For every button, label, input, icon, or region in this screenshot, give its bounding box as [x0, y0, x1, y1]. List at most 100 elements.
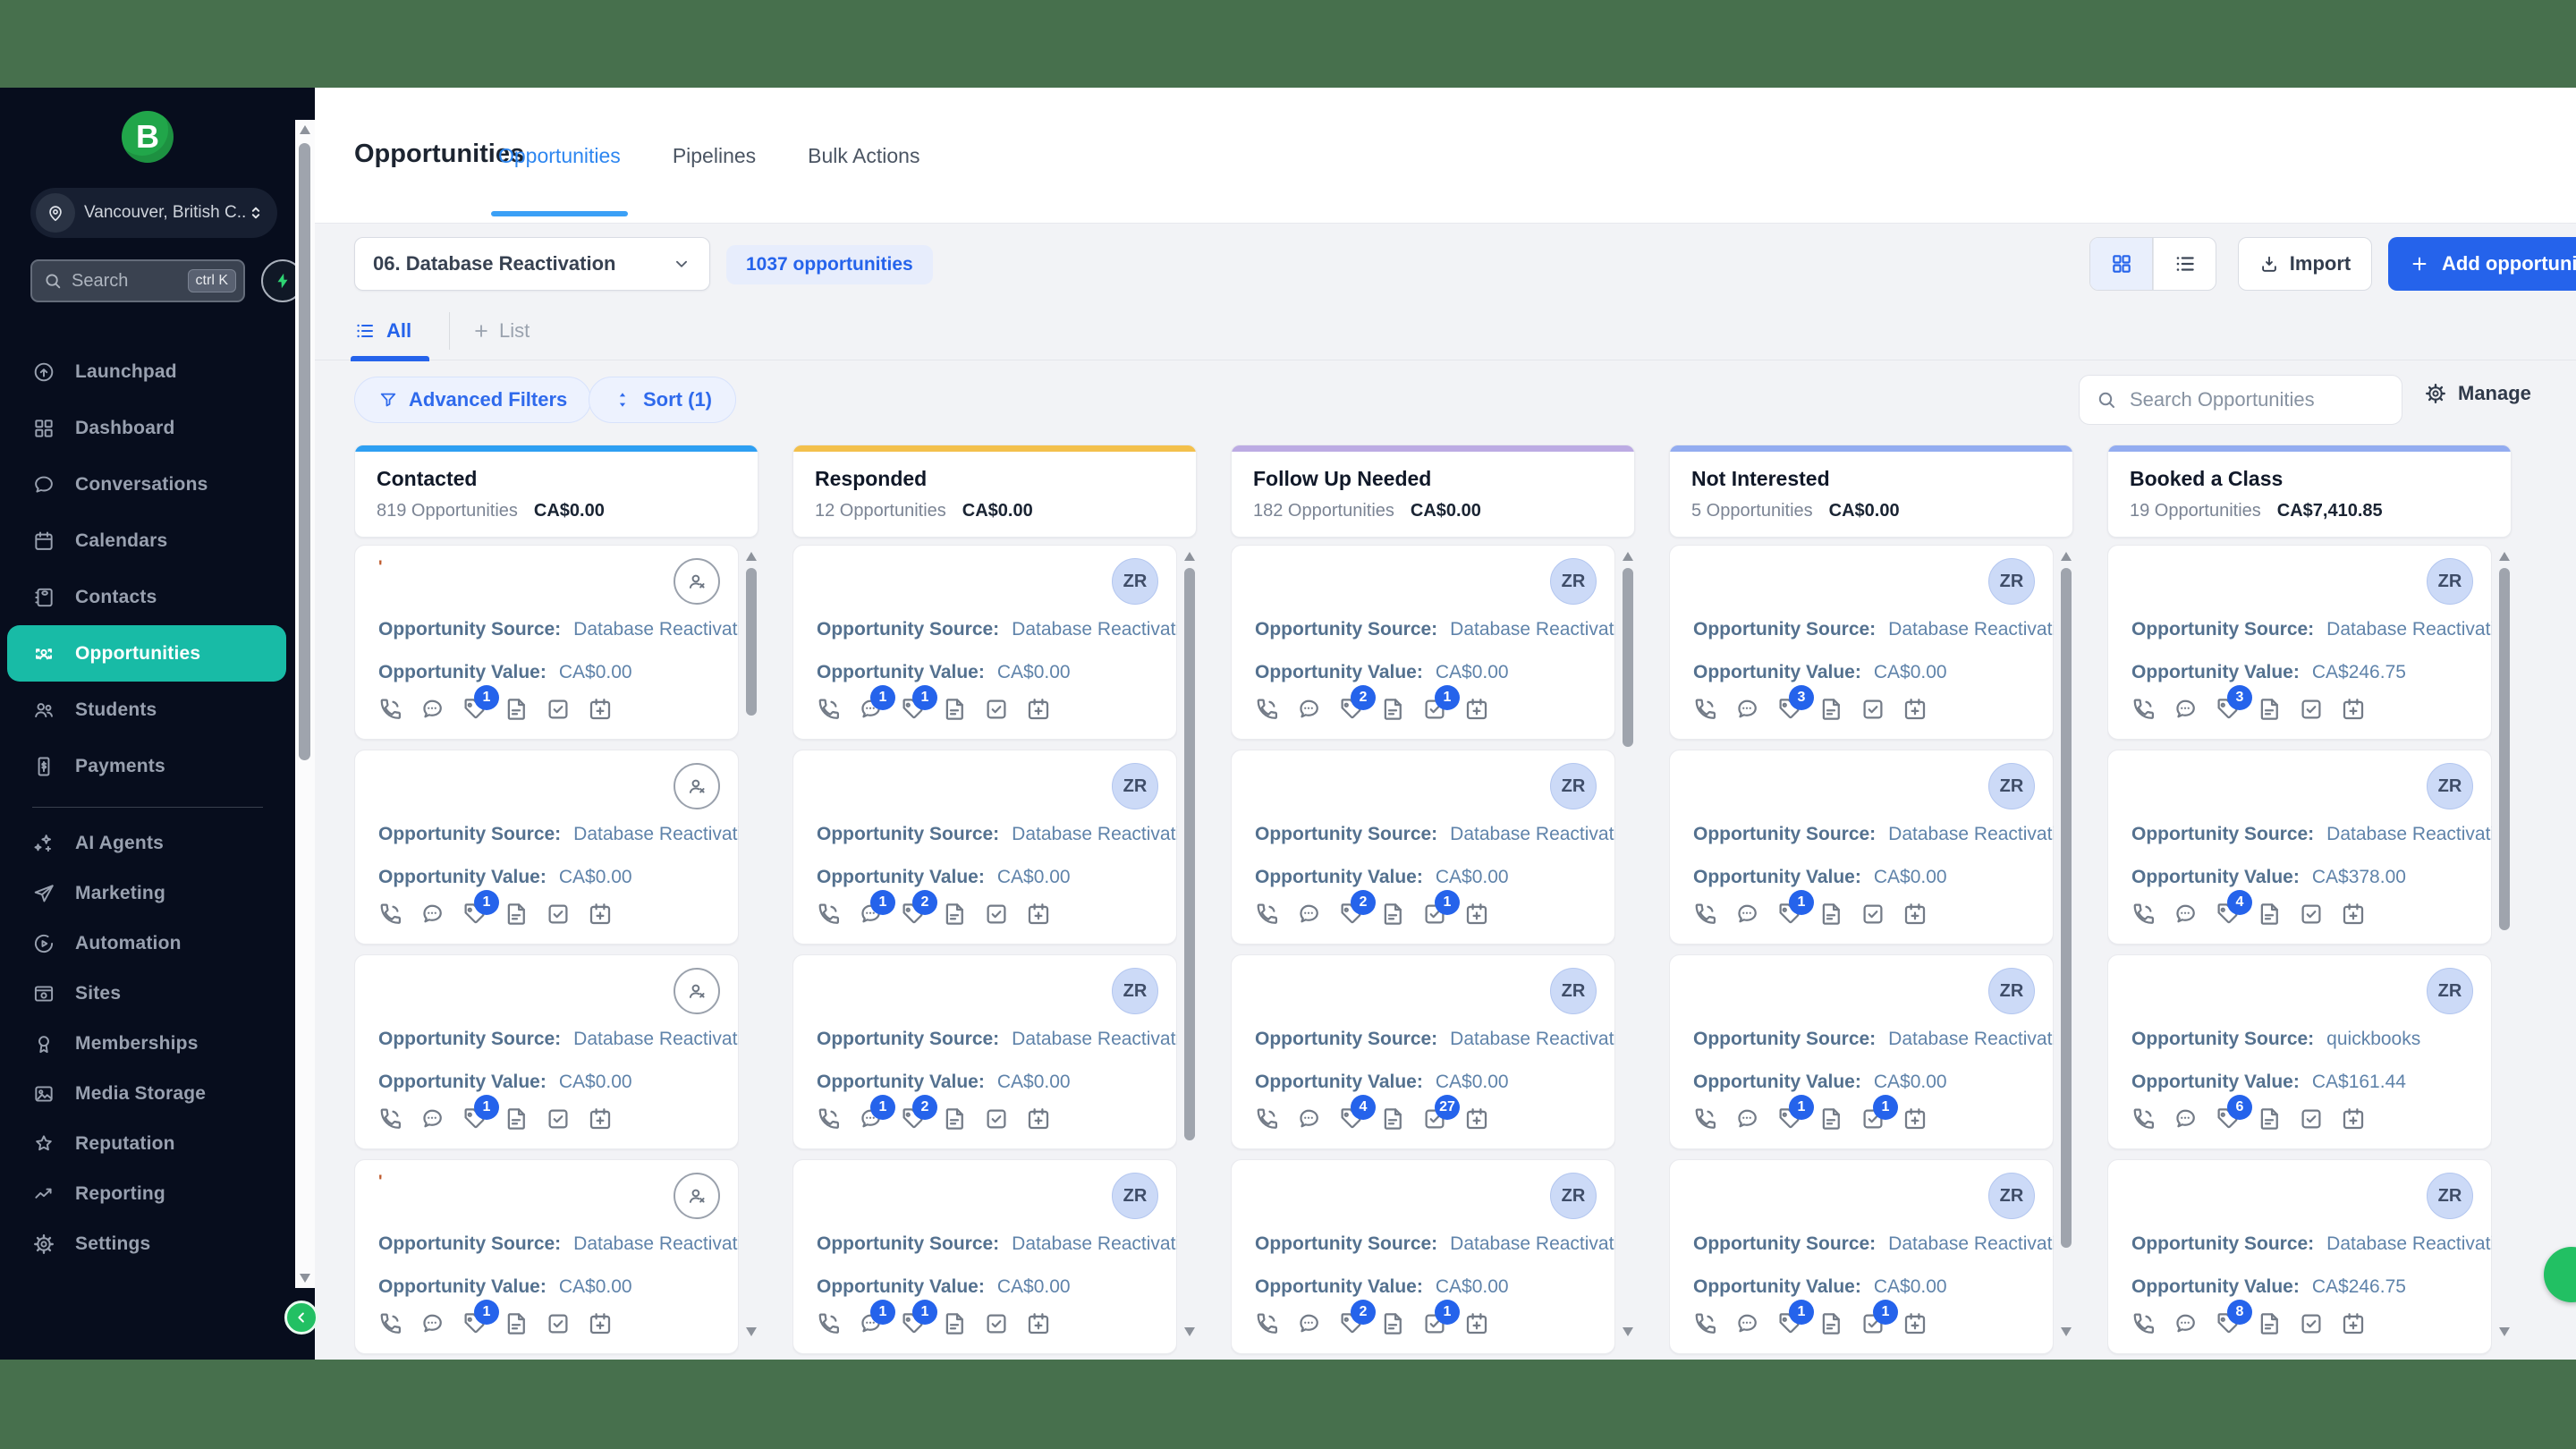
task-icon[interactable]: [1860, 901, 1886, 928]
phone-icon[interactable]: [815, 1106, 842, 1132]
phone-icon[interactable]: [815, 1310, 842, 1337]
scroll-up-icon[interactable]: [744, 550, 758, 563]
phone-icon[interactable]: [1691, 1310, 1718, 1337]
opportunity-card[interactable]: ZR Opportunity Source: Database Reactiva…: [792, 545, 1177, 740]
calendar-plus-icon[interactable]: [1025, 1106, 1052, 1132]
sidebar-item-marketing[interactable]: Marketing: [0, 869, 295, 919]
chat-icon[interactable]: 1: [857, 685, 895, 723]
opportunity-card[interactable]: ZR Opportunity Source: Database Reactiva…: [1669, 954, 2054, 1149]
note-icon[interactable]: [941, 1310, 968, 1337]
note-icon[interactable]: [503, 1310, 530, 1337]
note-icon[interactable]: [503, 901, 530, 928]
phone-icon[interactable]: [1253, 1106, 1280, 1132]
calendar-plus-icon[interactable]: [587, 901, 614, 928]
task-icon[interactable]: 27: [1421, 1095, 1460, 1132]
phone-icon[interactable]: [377, 696, 403, 723]
tab-all[interactable]: All: [350, 301, 430, 361]
chat-icon[interactable]: [1733, 901, 1760, 928]
opportunity-search[interactable]: [2079, 375, 2402, 425]
calendar-plus-icon[interactable]: [587, 1310, 614, 1337]
scroll-down-icon[interactable]: [2497, 1326, 2512, 1338]
sidebar-item-contacts[interactable]: Contacts: [0, 569, 295, 625]
chat-icon[interactable]: [2172, 696, 2199, 723]
sidebar-item-settings[interactable]: Settings: [0, 1219, 295, 1269]
column-scrollbar[interactable]: [2497, 545, 2512, 1360]
tag-icon[interactable]: 3: [2214, 685, 2252, 723]
note-icon[interactable]: [1379, 1106, 1406, 1132]
chat-icon[interactable]: [2172, 901, 2199, 928]
sidebar-collapse-button[interactable]: [284, 1301, 318, 1335]
phone-icon[interactable]: [1253, 1310, 1280, 1337]
opportunity-card[interactable]: ZR Opportunity Source: Database Reactiva…: [2107, 750, 2492, 945]
opportunity-card[interactable]: ZR Opportunity Source: Database Reactiva…: [1231, 954, 1615, 1149]
phone-icon[interactable]: [1253, 696, 1280, 723]
note-icon[interactable]: [941, 901, 968, 928]
task-icon[interactable]: 1: [1860, 1300, 1898, 1337]
chat-icon[interactable]: [2172, 1310, 2199, 1337]
chat-icon[interactable]: [2172, 1106, 2199, 1132]
column-scrollbar[interactable]: [744, 545, 758, 1360]
sidebar-item-sites[interactable]: Sites: [0, 969, 295, 1019]
calendar-plus-icon[interactable]: [587, 696, 614, 723]
tag-icon[interactable]: 1: [1775, 890, 1814, 928]
note-icon[interactable]: [1818, 901, 1844, 928]
note-icon[interactable]: [941, 1106, 968, 1132]
tag-icon[interactable]: 2: [1337, 685, 1376, 723]
opportunity-card[interactable]: ZR Opportunity Source: Database Reactiva…: [1231, 545, 1615, 740]
tag-icon[interactable]: 4: [1337, 1095, 1376, 1132]
phone-icon[interactable]: [377, 901, 403, 928]
note-icon[interactable]: [2256, 1310, 2283, 1337]
tag-icon[interactable]: 2: [899, 890, 937, 928]
task-icon[interactable]: [983, 1310, 1010, 1337]
column-scroll-thumb[interactable]: [2061, 568, 2072, 1248]
task-icon[interactable]: 1: [1421, 1300, 1460, 1337]
calendar-plus-icon[interactable]: [2340, 1310, 2367, 1337]
sidebar-item-payments[interactable]: Payments: [0, 738, 295, 794]
note-icon[interactable]: [2256, 696, 2283, 723]
calendar-plus-icon[interactable]: [1902, 1106, 1928, 1132]
phone-icon[interactable]: [377, 1310, 403, 1337]
calendar-plus-icon[interactable]: [1902, 901, 1928, 928]
location-switcher[interactable]: Vancouver, British C...: [30, 188, 277, 238]
sidebar-search[interactable]: ctrl K: [30, 259, 245, 302]
task-icon[interactable]: [2298, 696, 2325, 723]
scroll-up-icon[interactable]: [2497, 550, 2512, 563]
opportunity-card[interactable]: ZR Opportunity Source: quickbooks Opport…: [2107, 954, 2492, 1149]
opportunity-card[interactable]: ZR Opportunity Source: Database Reactiva…: [2107, 545, 2492, 740]
phone-icon[interactable]: [1253, 901, 1280, 928]
sidebar-item-opportunities[interactable]: Opportunities: [7, 625, 286, 682]
sidebar-item-launchpad[interactable]: Launchpad: [0, 343, 295, 400]
calendar-plus-icon[interactable]: [1463, 1310, 1490, 1337]
sidebar-item-media-storage[interactable]: Media Storage: [0, 1069, 295, 1119]
opportunity-card[interactable]: ZR Opportunity Source: Database Reactiva…: [792, 750, 1177, 945]
tag-icon[interactable]: 4: [2214, 890, 2252, 928]
pipeline-select[interactable]: 06. Database Reactivation: [354, 237, 710, 291]
tag-icon[interactable]: 1: [899, 1300, 937, 1337]
tag-icon[interactable]: 1: [461, 890, 499, 928]
tag-icon[interactable]: 1: [461, 685, 499, 723]
tag-icon[interactable]: 3: [1775, 685, 1814, 723]
task-icon[interactable]: [545, 901, 572, 928]
tag-icon[interactable]: 2: [1337, 1300, 1376, 1337]
note-icon[interactable]: [1379, 901, 1406, 928]
calendar-plus-icon[interactable]: [2340, 901, 2367, 928]
sidebar-item-automation[interactable]: Automation: [0, 919, 295, 969]
chat-icon[interactable]: [419, 901, 445, 928]
import-button[interactable]: Import: [2238, 237, 2372, 291]
opportunity-card[interactable]: ZR Opportunity Source: Database Reactiva…: [2107, 1159, 2492, 1354]
opportunity-card[interactable]: ' Opportunity Source: Database Reactivat…: [354, 545, 739, 740]
phone-icon[interactable]: [2130, 1310, 2157, 1337]
scroll-down-icon[interactable]: [744, 1326, 758, 1338]
tag-icon[interactable]: 6: [2214, 1095, 2252, 1132]
scroll-up-icon[interactable]: [1621, 550, 1635, 563]
opportunity-card[interactable]: ' Opportunity Source: Database Reactivat…: [354, 1159, 739, 1354]
scroll-down-icon[interactable]: [1621, 1326, 1635, 1338]
phone-icon[interactable]: [2130, 696, 2157, 723]
tag-icon[interactable]: 1: [899, 685, 937, 723]
chat-icon[interactable]: 1: [857, 1300, 895, 1337]
header-tab-bulk-actions[interactable]: Bulk Actions: [808, 88, 919, 224]
note-icon[interactable]: [941, 696, 968, 723]
sort-button[interactable]: Sort (1): [589, 377, 736, 423]
sidebar-item-reporting[interactable]: Reporting: [0, 1169, 295, 1219]
calendar-plus-icon[interactable]: [1463, 696, 1490, 723]
